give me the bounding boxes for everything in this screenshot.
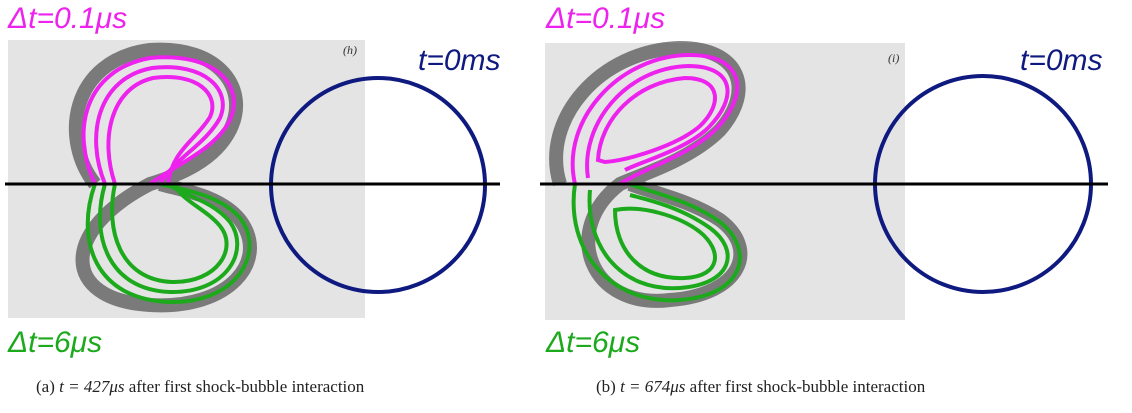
- caption-math: t = 674μs: [620, 377, 686, 396]
- panel-b: (i) Δt=0.1μs t=0ms Δt=6μs (b) t = 674μs …: [540, 2, 1108, 396]
- caption: (b) t = 674μs after first shock-bubble i…: [596, 377, 926, 396]
- caption-label: (b): [596, 377, 616, 396]
- early-label: Δt=0.1μs: [545, 2, 665, 35]
- early-label: Δt=0.1μs: [7, 2, 127, 35]
- late-label: Δt=6μs: [7, 326, 102, 359]
- caption: (a) t = 427μs after first shock-bubble i…: [36, 377, 365, 396]
- image-tag: (h): [343, 43, 357, 57]
- circle-label: t=0ms: [1020, 44, 1103, 77]
- caption-text: after first shock-bubble interaction: [690, 377, 926, 396]
- caption-math: t = 427μs: [59, 377, 125, 396]
- figure: (h) Δt=0.1μs t=0ms Δt=6μs (a) t = 427μs …: [0, 0, 1132, 413]
- circle-label: t=0ms: [418, 44, 501, 77]
- panel-a: (h) Δt=0.1μs t=0ms Δt=6μs (a) t = 427μs …: [5, 2, 501, 396]
- caption-label: (a): [36, 377, 55, 396]
- schlieren-image: [8, 40, 365, 318]
- image-tag: (i): [888, 51, 899, 65]
- page: (h) Δt=0.1μs t=0ms Δt=6μs (a) t = 427μs …: [0, 0, 1132, 413]
- late-label: Δt=6μs: [545, 326, 640, 359]
- caption-text: after first shock-bubble interaction: [129, 377, 365, 396]
